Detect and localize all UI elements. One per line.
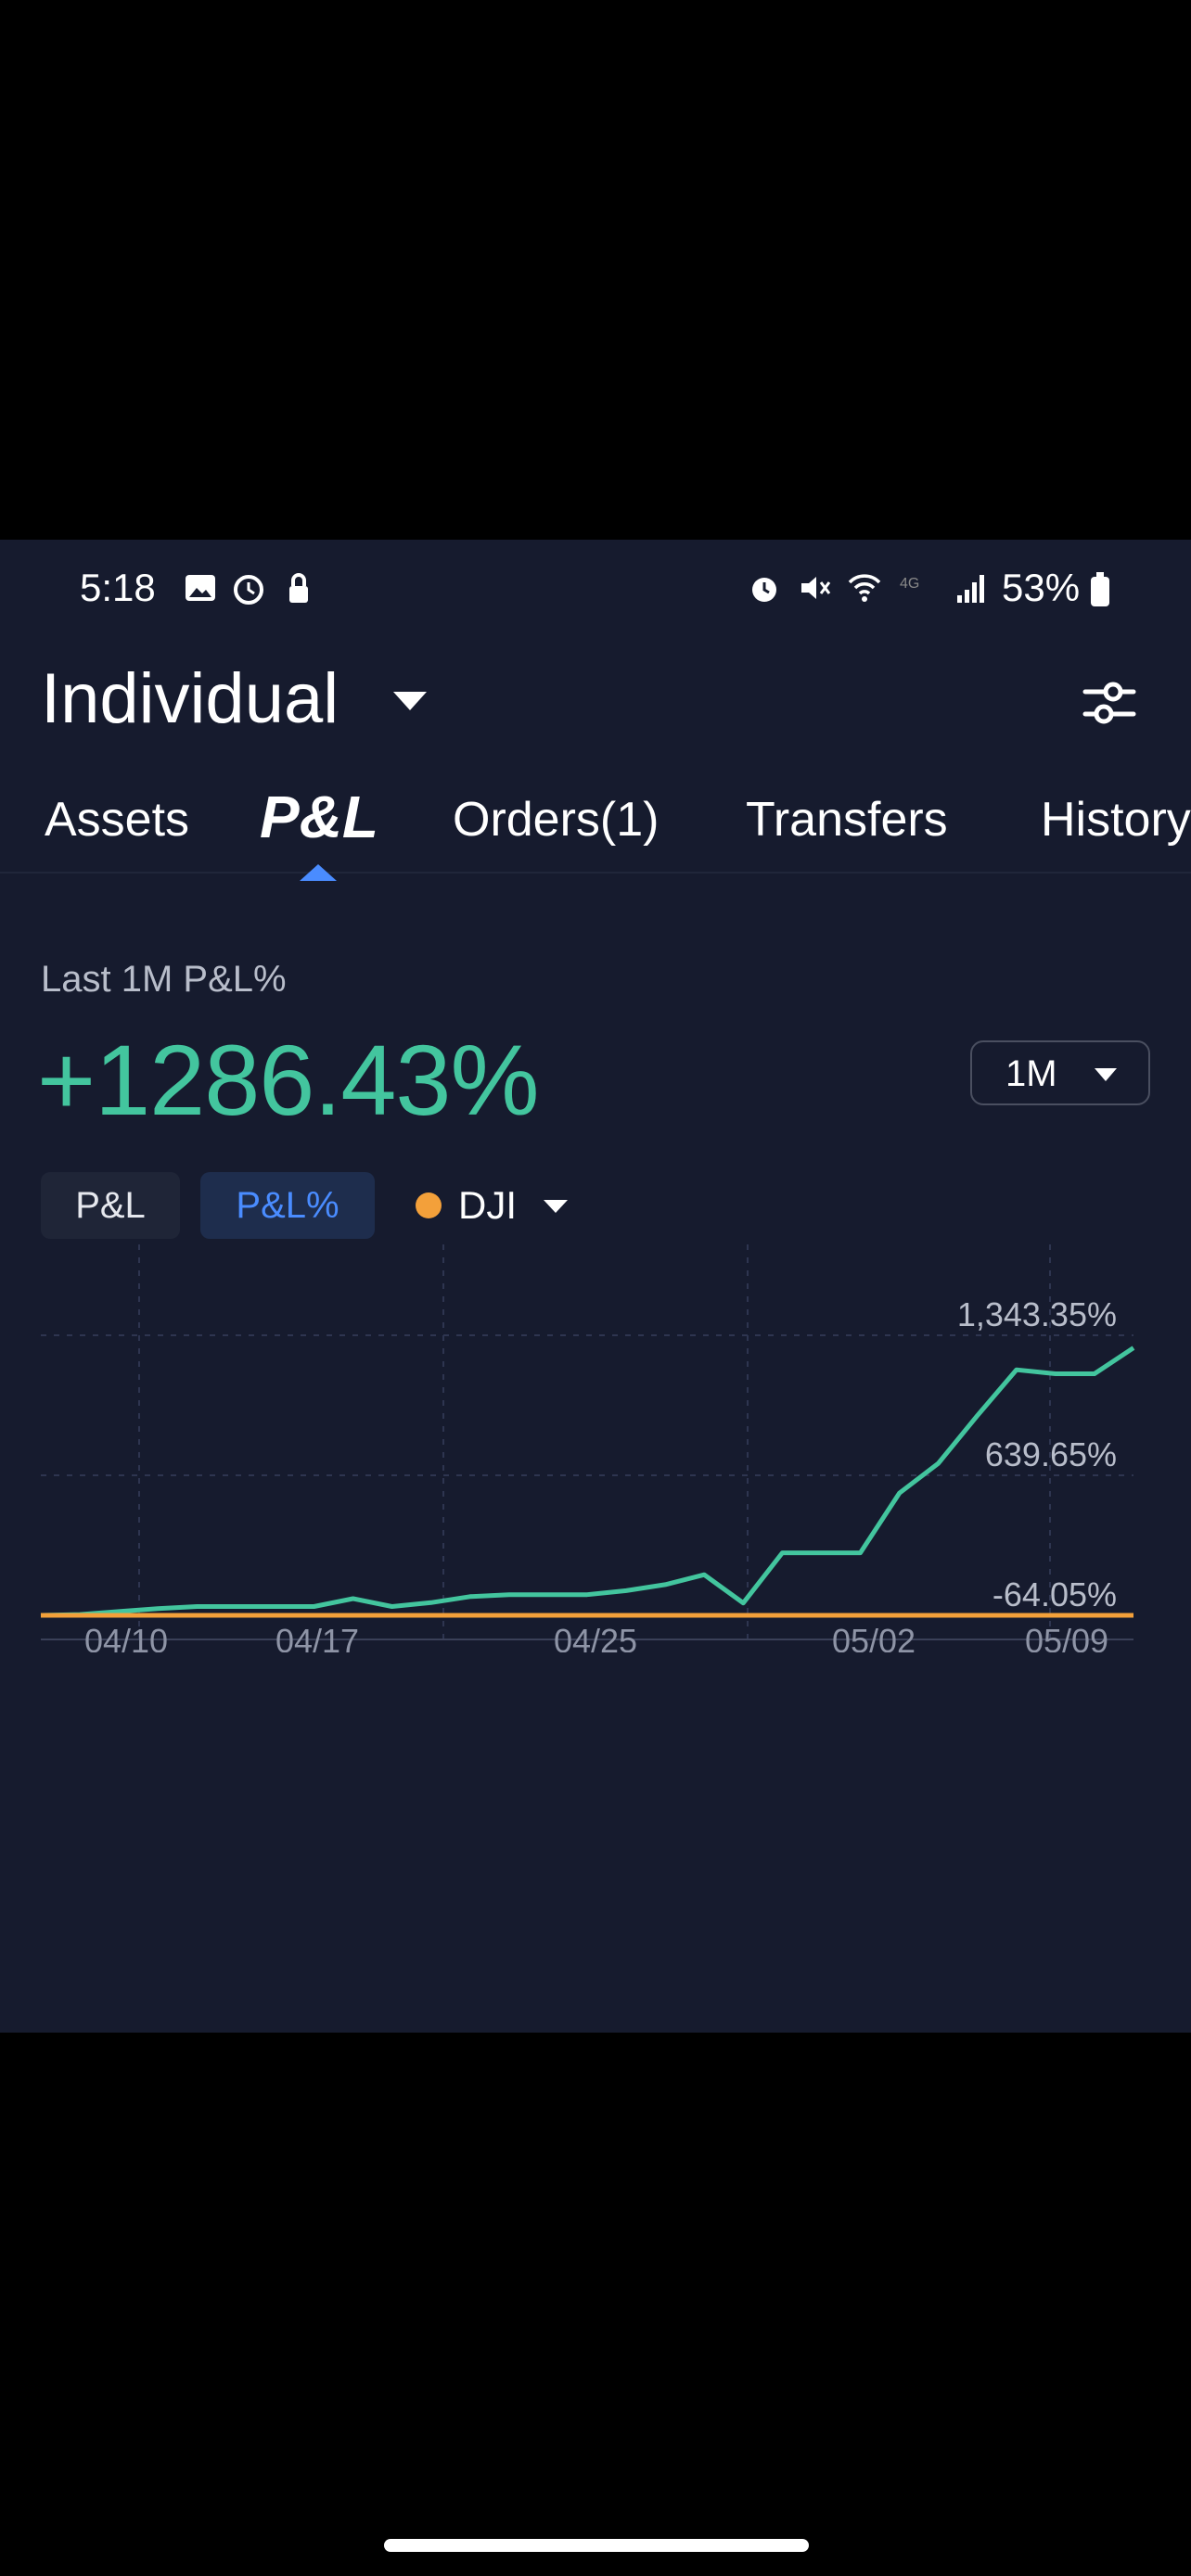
svg-text:4G: 4G	[900, 576, 919, 592]
status-bar: 5:18 4G 53%	[0, 540, 1191, 642]
active-tab-indicator	[300, 864, 337, 881]
pl-chip[interactable]: P&L	[41, 1172, 180, 1239]
battery-icon	[1091, 572, 1109, 606]
chevron-down-icon[interactable]	[544, 1200, 568, 1213]
lock-icon	[289, 573, 308, 603]
benchmark-dot-icon	[416, 1192, 442, 1218]
x-axis-label: 04/25	[554, 1622, 637, 1652]
pl-percent-chip[interactable]: P&L%	[200, 1172, 375, 1239]
alarm-icon	[234, 575, 263, 605]
gallery-icon	[186, 575, 215, 601]
home-indicator[interactable]	[384, 2539, 809, 2552]
filter-settings-icon[interactable]	[1076, 670, 1143, 736]
pl-chart[interactable]: 1,343.35% 639.65% -64.05% 04/10 04/17 04/25 05…	[0, 1244, 1191, 1652]
tab-history[interactable]: History	[1041, 793, 1191, 847]
chevron-down-icon[interactable]	[393, 692, 427, 710]
y-axis-label: 639.65%	[985, 1435, 1117, 1473]
account-selector[interactable]: Individual	[41, 659, 339, 738]
tab-transfers[interactable]: Transfers	[746, 793, 948, 847]
tab-orders[interactable]: Orders(1)	[453, 793, 660, 847]
tab-bar: Assets P&L Orders(1) Transfers History	[0, 779, 1191, 874]
x-axis-label: 05/09	[1025, 1622, 1108, 1652]
chevron-down-icon	[1095, 1068, 1117, 1081]
tab-pl[interactable]: P&L	[260, 784, 378, 850]
range-dropdown[interactable]: 1M	[970, 1040, 1150, 1105]
tab-assets[interactable]: Assets	[45, 793, 190, 847]
battery-percent: 53%	[1002, 566, 1081, 609]
range-label: 1M	[1005, 1053, 1057, 1094]
y-axis-label: 1,343.35%	[957, 1295, 1117, 1333]
x-axis-label: 04/17	[275, 1622, 359, 1652]
signal-icon	[957, 575, 984, 603]
pl-period-label: Last 1M P&L%	[41, 959, 287, 1000]
y-axis-label: -64.05%	[992, 1575, 1117, 1613]
wifi-icon	[848, 574, 881, 602]
alarm-icon	[752, 578, 776, 602]
lte-icon: 4G	[900, 576, 919, 592]
x-axis-label: 04/10	[84, 1622, 168, 1652]
portfolio-screen: 5:18 4G 53% Individual Assets P&L Orders…	[0, 540, 1191, 2033]
series-line-0	[40, 1345, 1135, 1618]
mute-icon	[801, 577, 831, 599]
status-time: 5:18	[80, 566, 156, 609]
benchmark-selector[interactable]: DJI	[458, 1183, 517, 1227]
pl-percent-value: +1286.43%	[37, 1024, 539, 1136]
x-axis-label: 05/02	[832, 1622, 916, 1652]
